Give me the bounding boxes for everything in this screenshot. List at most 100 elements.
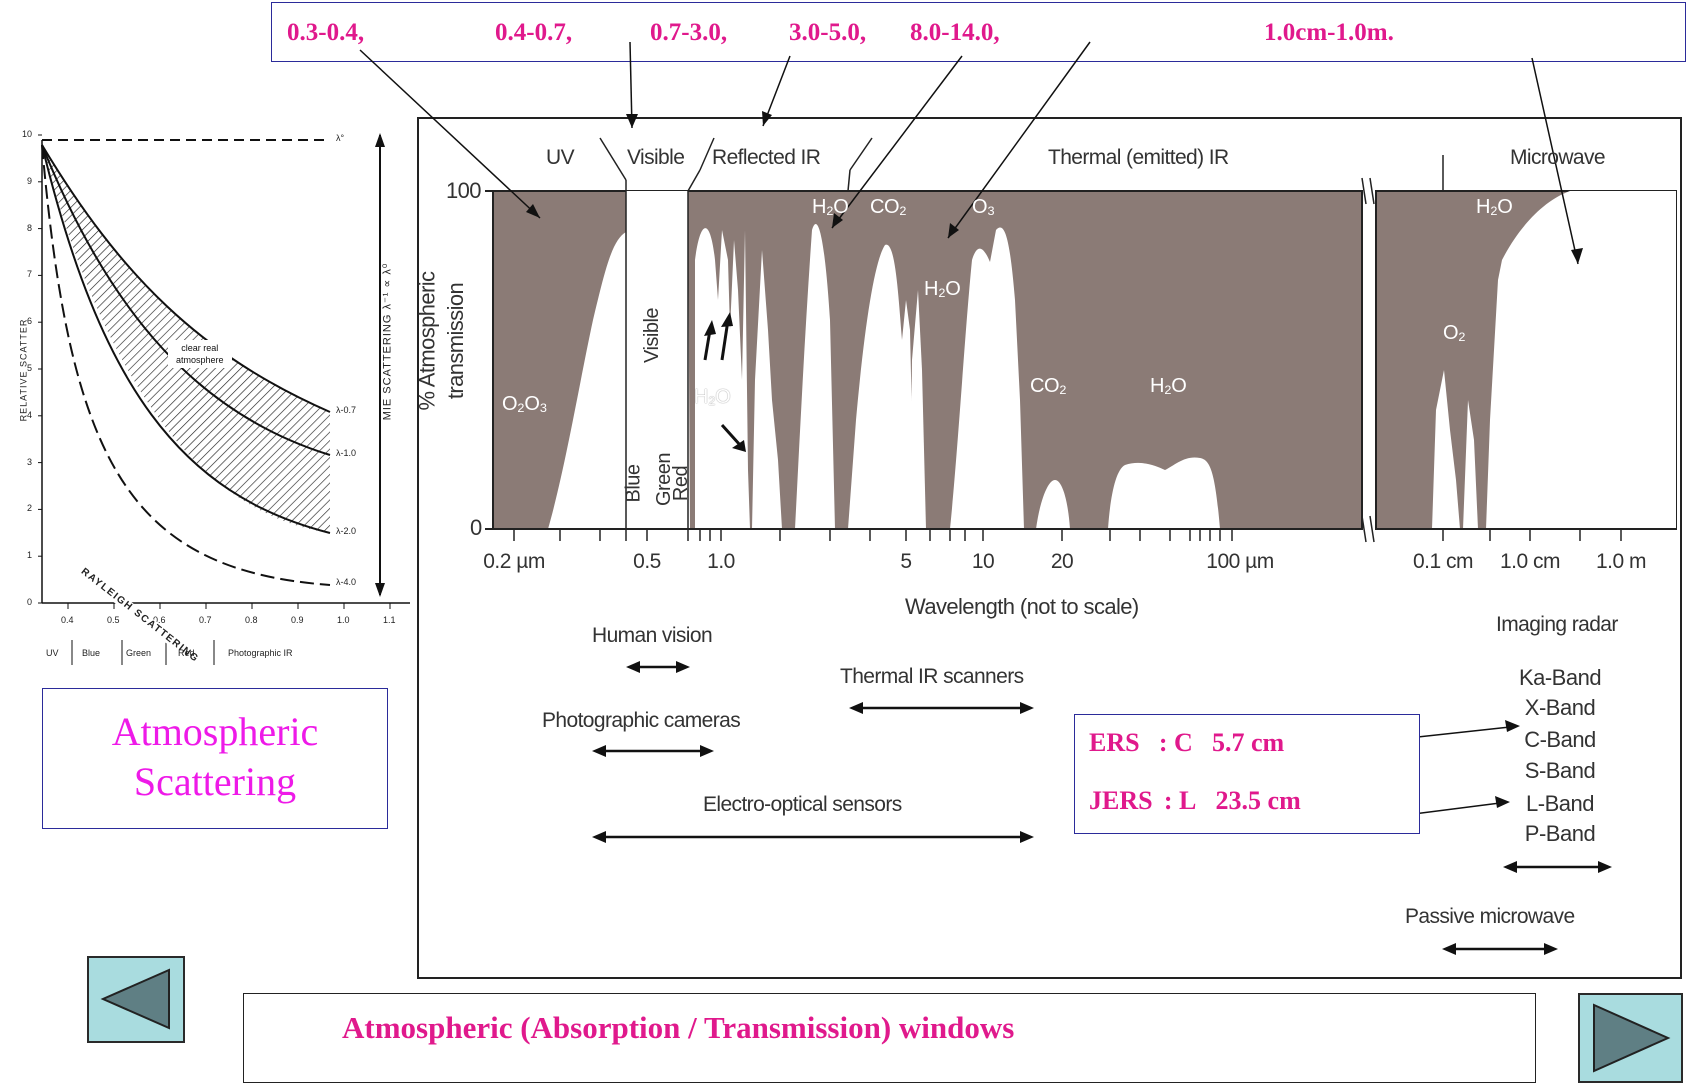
window-label-uv: 0.3-0.4, — [287, 19, 365, 46]
transmission-window-3-5 — [848, 244, 915, 529]
jers-row: JERS : L 23.5 cm — [1089, 785, 1301, 816]
x-tick-1-0m: 1.0 m — [1595, 550, 1647, 573]
band-uv: UV — [46, 648, 59, 658]
window-label-microwave: 1.0cm-1.0m. — [1264, 19, 1394, 46]
scattering-caption-line2: Scattering — [133, 759, 297, 804]
visible-window-fill — [626, 191, 688, 529]
ers-value: 5.7 cm — [1211, 728, 1285, 757]
scatter-x-tick-label: 1.1 — [383, 615, 396, 625]
scatter-y-tick-label: 6 — [27, 316, 33, 327]
window-pointer-heads — [526, 111, 1583, 264]
transmission-window-8-14 — [950, 227, 1024, 529]
gas-co2-a: CO₂ — [870, 196, 907, 218]
x-tick-10: 10 — [971, 550, 995, 573]
scatter-y-tick-label: 3 — [27, 456, 33, 467]
x-tick-1-0: 1.0 — [707, 550, 735, 573]
y-axis-label-1: % Atmospheric — [414, 271, 440, 411]
scattering-caption-line1: Atmospheric — [111, 709, 319, 754]
windows-label-box: 0.3-0.4, 0.4-0.7, 0.7-3.0, 3.0-5.0, 8.0-… — [271, 2, 1686, 62]
radar-band-x: X-Band — [1524, 695, 1596, 720]
x-tick-20: 20 — [1050, 550, 1074, 573]
y-axis-label-2: transmission — [443, 282, 469, 400]
sensor-passive-microwave: Passive microwave — [1405, 905, 1575, 928]
gas-h2o-microwave: H₂O — [1476, 196, 1513, 218]
clear-real-line2: atmosphere — [176, 355, 224, 365]
window-label-reflected-ir: 0.7-3.0, — [650, 19, 728, 46]
scatter-y-tick-label: 9 — [27, 175, 33, 186]
transmission-window-swir — [752, 250, 782, 529]
radar-band-p: P-Band — [1524, 821, 1596, 846]
triangle-left-icon — [100, 968, 170, 1030]
clear-real-line1: clear real — [181, 343, 219, 353]
next-slide-button[interactable] — [1578, 993, 1683, 1083]
transmission-window-5-8 — [910, 290, 926, 529]
curve-lambda-0-7 — [41, 144, 331, 413]
jers-value: 23.5 cm — [1215, 786, 1301, 815]
scatter-hatched-area — [42, 145, 330, 533]
scatter-x-tick-label: 1.0 — [337, 615, 350, 625]
jers-name: JERS — [1089, 786, 1153, 815]
curve-lambda-1-0 — [41, 144, 331, 456]
radar-band-ka: Ka-Band — [1518, 665, 1602, 690]
x-tick-0-2um: 0.2 µm — [483, 550, 545, 573]
x-tick-0-5: 0.5 — [633, 550, 661, 573]
x-tick-1-0cm: 1.0 cm — [1499, 550, 1561, 573]
y-tick-0: 0 — [470, 515, 482, 540]
band-blue: Blue — [82, 648, 101, 658]
scatter-x-tick-label: 0.5 — [107, 615, 120, 625]
region-microwave: Microwave — [1510, 146, 1606, 169]
triangle-right-icon — [1593, 1003, 1671, 1073]
scatter-y-tick-label: 8 — [27, 222, 33, 233]
transmission-window-far-ir — [1108, 457, 1220, 529]
scatter-y-tick-label: 1 — [27, 550, 33, 561]
scatter-y-tick-label: 4 — [27, 409, 33, 420]
gas-o2o3: O₂O₃ — [502, 393, 548, 415]
gas-o3: O₃ — [972, 196, 995, 218]
gas-co2-b: CO₂ — [1030, 375, 1067, 397]
radar-band-s: S-Band — [1524, 758, 1596, 783]
curve-label-lambda-2-0: λ-2.0 — [336, 526, 357, 536]
curve-lambda-2-0 — [41, 144, 331, 534]
region-thermal-ir: Thermal (emitted) IR — [1048, 146, 1229, 169]
curve-label-lambda-0: λ° — [336, 133, 345, 143]
window-pointer-arrows — [359, 41, 1579, 265]
ers-row: ERS : C 5.7 cm — [1089, 727, 1284, 758]
region-uv: UV — [546, 146, 575, 169]
scatter-y-tick-label: 2 — [27, 503, 33, 514]
scatter-x-tick-label: 0.8 — [245, 615, 258, 625]
scatter-x-tick-label: 0.9 — [291, 615, 304, 625]
scattering-caption-box: Atmospheric Scattering — [42, 688, 388, 829]
previous-slide-button[interactable] — [87, 956, 185, 1043]
transmission-window-co2 — [1036, 480, 1070, 529]
scatter-y-tick-label: 7 — [27, 269, 33, 280]
sensor-photo-cameras: Photographic cameras — [542, 709, 741, 732]
transmission-window-nir — [695, 228, 750, 529]
radar-band-c: C-Band — [1524, 727, 1596, 752]
color-band-red: Red — [670, 465, 693, 502]
gas-h2o-a: H₂O — [812, 196, 849, 218]
scatter-y-tick-label: 0 — [27, 597, 33, 607]
curve-label-lambda-4-0: λ-4.0 — [336, 577, 357, 587]
band-green: Green — [126, 648, 152, 658]
transmission-window-h2o — [795, 224, 835, 529]
satellite-box: ERS : C 5.7 cm JERS : L 23.5 cm — [1074, 714, 1420, 834]
footer-title: Atmospheric (Absorption / Transmission) … — [342, 1010, 1015, 1045]
band-photographic-ir: Photographic IR — [228, 648, 293, 658]
scatter-x-tick-label: 0.6 — [153, 615, 166, 625]
scatter-y-tick-label: 5 — [27, 363, 33, 373]
x-tick-0-1cm: 0.1 cm — [1412, 550, 1474, 573]
sensor-range-heads — [592, 661, 1612, 955]
curve-lambda-4-0 — [41, 144, 331, 586]
visible-rotated-label: Visible — [641, 307, 664, 364]
curve-label-lambda-0-7: λ-0.7 — [336, 405, 357, 415]
gas-h2o-c: H₂O — [1150, 375, 1187, 397]
window-label-thermal-ir: 8.0-14.0, — [910, 19, 1000, 46]
scattering-chart-svg — [38, 133, 410, 665]
radar-band-l: L-Band — [1526, 791, 1594, 816]
scatter-x-tick-label: 0.4 — [61, 615, 74, 625]
region-reflected-ir: Reflected IR — [712, 146, 821, 169]
scattering-chart: 10 9 8 7 6 5 4 3 2 1 0 0.4 0.5 0.6 0.7 0.8 0.9 1.0 1.1 RE… — [0, 125, 420, 675]
scatter-y-tick-label: 10 — [22, 129, 33, 139]
x-tick-5: 5 — [900, 550, 912, 573]
